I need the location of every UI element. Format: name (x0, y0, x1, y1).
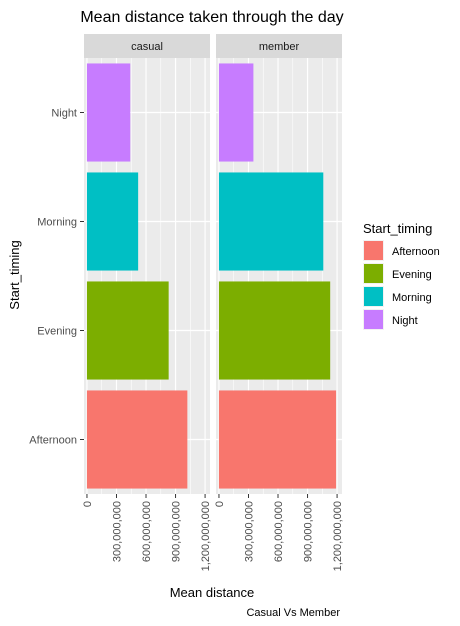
bar-member-afternoon (219, 390, 336, 488)
x-tick-label: 300,000,000 (111, 501, 123, 562)
chart-title: Mean distance taken through the day (80, 9, 343, 26)
y-tick-label: Night (51, 108, 77, 120)
legend-label-evening: Evening (392, 269, 432, 281)
facet-label-member: member (259, 41, 300, 53)
x-tick-label: 1,200,000,000 (200, 501, 212, 571)
x-tick-label: 0 (214, 501, 226, 507)
legend-swatch-evening (364, 264, 383, 283)
legend-swatch-night (364, 310, 383, 329)
x-tick-label: 0 (82, 501, 94, 507)
x-tick-label: 600,000,000 (141, 501, 153, 562)
x-tick-label: 300,000,000 (243, 501, 255, 562)
x-tick-label: 900,000,000 (303, 501, 315, 562)
y-tick-label: Morning (37, 217, 77, 229)
legend-label-night: Night (392, 315, 418, 327)
legend: Start_timing Afternoon Evening Morning Night (363, 221, 440, 330)
legend-title: Start_timing (363, 221, 432, 236)
y-axis-title: Start_timing (7, 240, 22, 309)
legend-swatch-afternoon (364, 241, 383, 260)
x-tick-label: 1,200,000,000 (332, 501, 344, 571)
x-axis-title: Mean distance (170, 585, 255, 600)
panel-casual: casual 0 300,000,000 600,000,000 900,000,000… (82, 34, 212, 571)
legend-swatch-morning (364, 287, 383, 306)
x-tick-label: 600,000,000 (273, 501, 285, 562)
facet-label-casual: casual (131, 41, 163, 53)
facet-panels: casual 0 300,000,000 600,000,000 900,000,000… (29, 34, 344, 571)
bar-member-evening (219, 281, 330, 379)
panel-member: member 0 300,000,000 600,000,000 900,000,000… (214, 34, 344, 571)
x-tick-label: 900,000,000 (171, 501, 183, 562)
bar-member-night (219, 63, 253, 161)
bar-casual-evening (87, 281, 169, 379)
caption: Casual Vs Member (246, 607, 340, 619)
y-tick-label: Afternoon (29, 435, 77, 447)
bar-casual-morning (87, 172, 138, 270)
y-tick-label: Evening (37, 326, 77, 338)
bar-casual-night (87, 63, 130, 161)
legend-label-afternoon: Afternoon (392, 246, 440, 258)
bar-member-morning (219, 172, 323, 270)
legend-label-morning: Morning (392, 292, 432, 304)
bar-casual-afternoon (87, 390, 187, 488)
